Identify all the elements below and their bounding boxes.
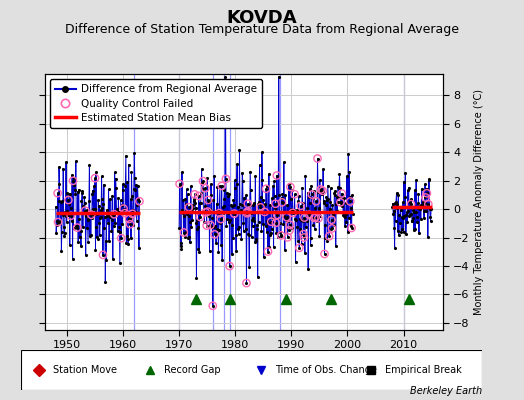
Point	[299, 231, 308, 237]
Point	[262, 186, 270, 192]
Point	[271, 200, 280, 207]
Text: Record Gap: Record Gap	[164, 365, 221, 375]
Point	[256, 204, 265, 210]
Point	[121, 210, 129, 216]
Point	[201, 185, 210, 192]
Point	[423, 190, 431, 196]
Point	[325, 233, 333, 240]
Point	[217, 183, 226, 189]
Point	[243, 208, 252, 215]
Point	[316, 186, 325, 193]
Point	[225, 263, 234, 269]
Point	[110, 211, 118, 218]
Point	[273, 212, 281, 218]
Point	[216, 216, 225, 222]
Point	[215, 210, 224, 216]
Point	[267, 218, 276, 225]
Point	[336, 199, 345, 206]
Point	[203, 222, 211, 229]
Point	[308, 191, 316, 198]
Point	[243, 210, 251, 216]
Text: Station Move: Station Move	[53, 365, 117, 375]
Text: Empirical Break: Empirical Break	[385, 365, 462, 375]
Point	[204, 197, 212, 203]
Point	[328, 225, 336, 232]
FancyBboxPatch shape	[21, 350, 482, 390]
Point	[313, 155, 322, 162]
Point	[128, 211, 137, 217]
Point	[328, 216, 336, 223]
Point	[135, 198, 144, 204]
Point	[282, 214, 291, 220]
Text: KOVDA: KOVDA	[227, 9, 297, 27]
Point	[272, 172, 281, 179]
Point	[230, 210, 238, 217]
Point	[53, 190, 62, 196]
Point	[244, 200, 252, 207]
Text: Time of Obs. Change: Time of Obs. Change	[275, 365, 376, 375]
Point	[199, 178, 207, 184]
Point	[290, 191, 299, 198]
Point	[277, 232, 285, 238]
Point	[346, 198, 354, 205]
Point	[272, 220, 280, 226]
Point	[194, 193, 203, 199]
Point	[310, 215, 319, 221]
Point	[190, 191, 199, 198]
Point	[286, 184, 294, 190]
Point	[202, 209, 210, 216]
Point	[311, 214, 320, 220]
Point	[300, 234, 308, 241]
Point	[180, 229, 188, 236]
Point	[300, 214, 309, 221]
Point	[285, 227, 293, 234]
Point	[295, 245, 303, 251]
Point	[347, 225, 356, 231]
Point	[91, 175, 99, 181]
Point	[206, 222, 215, 228]
Point	[337, 190, 346, 197]
Point	[117, 235, 125, 242]
Point	[176, 181, 184, 187]
Point	[126, 221, 134, 228]
Text: Berkeley Earth: Berkeley Earth	[410, 386, 482, 396]
Point	[278, 199, 286, 206]
Point	[69, 178, 77, 184]
Point	[203, 208, 212, 215]
Point	[73, 224, 81, 231]
Point	[64, 197, 72, 203]
Point	[99, 252, 107, 258]
Point	[264, 248, 272, 255]
Point	[424, 201, 432, 208]
Point	[54, 219, 62, 225]
Point	[209, 303, 217, 309]
Point	[185, 204, 193, 210]
Point	[283, 234, 292, 240]
Point	[222, 176, 230, 182]
Point	[260, 209, 269, 215]
Point	[312, 198, 320, 204]
Point	[314, 215, 323, 222]
Point	[289, 210, 297, 216]
Point	[67, 213, 75, 219]
Point	[119, 206, 128, 212]
Y-axis label: Monthly Temperature Anomaly Difference (°C): Monthly Temperature Anomaly Difference (…	[474, 89, 484, 315]
Point	[305, 212, 313, 218]
Point	[421, 194, 430, 201]
Legend: Difference from Regional Average, Quality Control Failed, Estimated Station Mean: Difference from Regional Average, Qualit…	[50, 79, 262, 128]
Point	[81, 208, 90, 214]
Text: Difference of Station Temperature Data from Regional Average: Difference of Station Temperature Data f…	[65, 24, 459, 36]
Point	[211, 231, 219, 238]
Point	[87, 212, 95, 218]
Point	[286, 222, 294, 228]
Point	[297, 203, 305, 209]
Point	[196, 214, 204, 220]
Point	[319, 188, 327, 194]
Point	[320, 251, 329, 257]
Point	[242, 280, 250, 286]
Point	[407, 201, 415, 207]
Point	[125, 216, 133, 222]
